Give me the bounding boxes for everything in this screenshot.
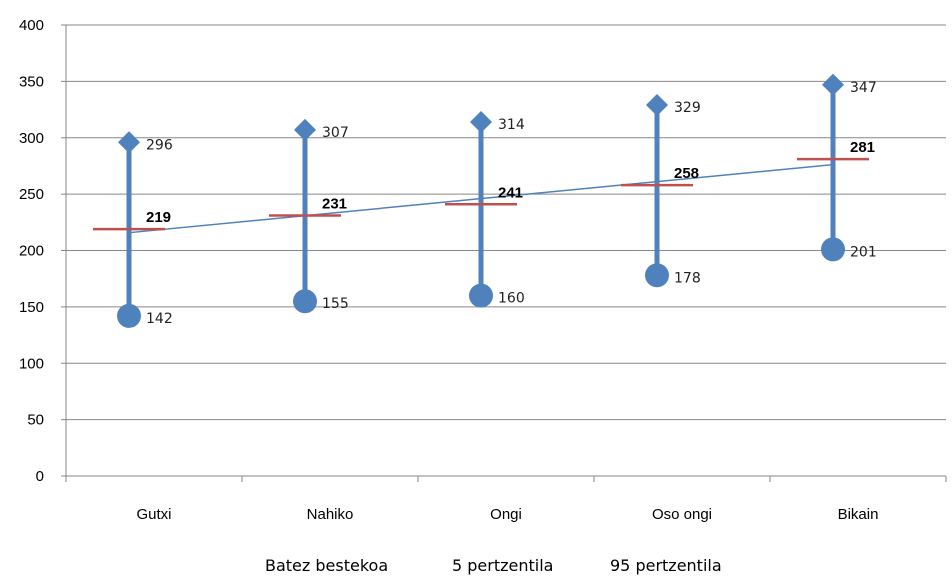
x-tick-label: Oso ongi [652, 506, 712, 523]
x-tick-label: Ongi [490, 506, 522, 523]
x-tick-label: Nahiko [307, 506, 354, 523]
low-label: 155 [322, 296, 349, 312]
high-label: 329 [674, 100, 701, 116]
high-label: 296 [146, 137, 173, 153]
legend-item: 5 pertzentila [452, 556, 553, 575]
y-tick-label: 100 [19, 355, 44, 372]
y-tick-label: 400 [19, 17, 44, 34]
x-axis: Gutxi Nahiko Ongi Oso ongi Bikain [65, 475, 947, 523]
low-label: 160 [498, 291, 525, 307]
high-marker [470, 110, 492, 133]
y-tick-label: 250 [19, 186, 44, 203]
gridlines [66, 24, 946, 421]
y-tick-label: 0 [36, 468, 44, 485]
legend-item: Batez bestekoa [265, 556, 388, 575]
low-marker [117, 303, 141, 328]
mean-label: 219 [146, 209, 171, 226]
low-marker [821, 237, 845, 262]
legend: Batez bestekoa 5 pertzentila 95 pertzentil… [265, 556, 722, 575]
high-marker [646, 94, 668, 117]
low-marker [293, 289, 317, 314]
mean-label: 241 [498, 184, 523, 201]
x-tick-label: Gutxi [136, 506, 171, 523]
y-axis: 0 50 100 150 200 250 300 350 400 [19, 17, 67, 485]
legend-item: 95 pertzentila [610, 556, 722, 575]
low-label: 178 [674, 270, 701, 286]
low-label: 201 [850, 244, 877, 260]
high-label: 347 [850, 80, 877, 96]
high-label: 314 [498, 117, 525, 133]
mean-markers [93, 157, 869, 231]
trendline [128, 163, 834, 234]
trendline-line [128, 163, 834, 234]
low-marker [469, 283, 493, 308]
x-tick-label: Bikain [838, 506, 879, 523]
percentile-markers [117, 73, 845, 328]
y-tick-label: 350 [19, 73, 44, 90]
mean-label: 258 [674, 165, 699, 182]
y-tick-label: 150 [19, 299, 44, 316]
low-marker [645, 263, 669, 288]
y-tick-label: 50 [27, 412, 44, 429]
high-label: 307 [322, 125, 349, 141]
high-marker [294, 118, 316, 141]
high-marker [118, 131, 140, 154]
high-marker [822, 73, 844, 96]
low-label: 142 [146, 311, 173, 327]
mean-label: 231 [322, 196, 347, 213]
y-tick-label: 300 [19, 130, 44, 147]
data-labels: 296 142 219 307 155 231 314 160 241 329 178 258 347 2… [146, 80, 877, 327]
mean-label: 281 [850, 139, 875, 156]
y-tick-label: 200 [19, 243, 44, 260]
